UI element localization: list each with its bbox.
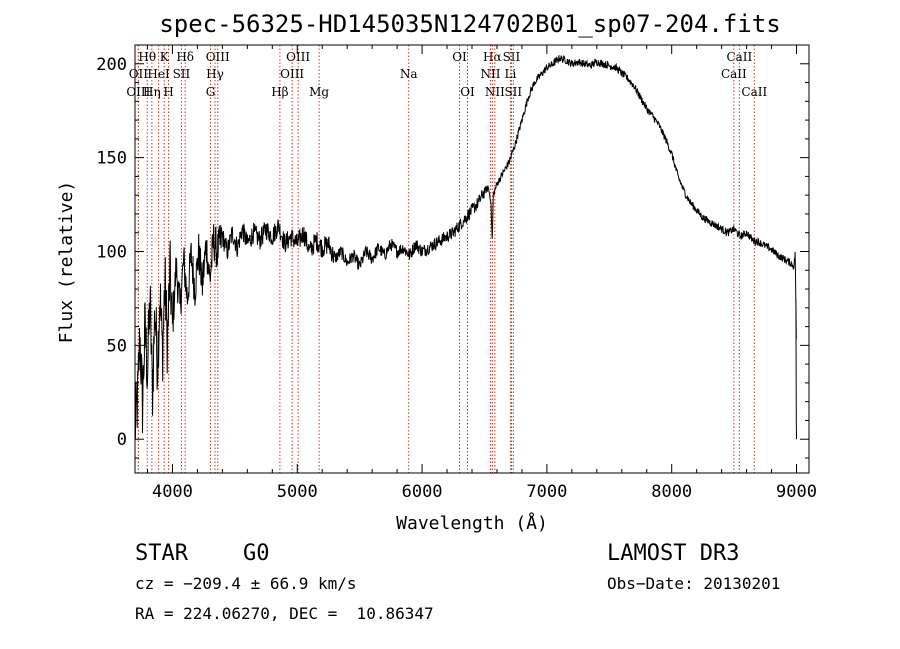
x-axis: 4000 5000 6000 7000 8000 9000 (146, 45, 817, 502)
line-marker-label: Hγ (206, 67, 224, 81)
x-tick-label: 5000 (277, 482, 318, 502)
x-tick-label: 6000 (402, 482, 443, 502)
line-marker-label: NII (485, 85, 505, 99)
y-axis: 0 50 100 150 200 (96, 55, 809, 459)
object-class: STAR (135, 541, 189, 566)
flux-series-line (134, 55, 797, 440)
y-tick-label: 200 (96, 55, 127, 75)
line-marker-label: OIII (286, 50, 310, 64)
line-marker-label: Hθ (138, 50, 156, 64)
x-tick-label: 8000 (651, 482, 692, 502)
y-tick-label: 0 (117, 430, 127, 450)
line-marker-label: Hα (483, 50, 502, 64)
obs-date: Obs−Date: 20130201 (607, 574, 780, 593)
x-axis-label: Wavelength (Å) (396, 512, 548, 534)
line-marker-label: OIII (206, 50, 230, 64)
line-marker-label: SII (173, 67, 191, 81)
line-marker-label: CaII (741, 85, 767, 99)
line-marker-label: Li (505, 67, 517, 81)
line-marker-label: Hδ (176, 50, 194, 64)
line-marker-label: Na (400, 67, 418, 81)
line-marker-label: OIII (280, 67, 304, 81)
survey-name: LAMOST DR3 (607, 541, 739, 566)
y-axis-label: Flux (relative) (56, 181, 77, 344)
line-marker-label: HeI (147, 67, 170, 81)
object-subclass: G0 (243, 541, 270, 566)
line-marker-label: G (206, 85, 216, 99)
line-marker-label: Hη (143, 85, 161, 99)
redshift-cz: cz = −209.4 ± 66.9 km/s (135, 574, 357, 593)
line-marker-label: H (163, 85, 173, 99)
line-marker-label: NII (480, 67, 500, 81)
x-tick-label: 4000 (152, 482, 193, 502)
line-marker-label: SII (504, 85, 522, 99)
line-marker-label: CaII (726, 50, 752, 64)
line-marker-label: Hβ (271, 85, 288, 99)
y-tick-label: 150 (96, 149, 127, 169)
line-marker-label: OIII (126, 85, 150, 99)
line-marker-label: OI (452, 50, 467, 64)
chart-title: spec-56325-HD145035N124702B01_sp07-204.f… (159, 10, 780, 38)
line-marker-label: K (160, 50, 170, 64)
x-tick-label: 9000 (776, 482, 817, 502)
line-marker-label: Mg (309, 85, 329, 99)
plot-frame (134, 44, 810, 474)
plot-area (134, 55, 797, 440)
line-marker-label: OI (460, 85, 475, 99)
line-marker-label: SII (503, 50, 521, 64)
line-marker-label: CaII (721, 67, 747, 81)
y-tick-label: 100 (96, 242, 127, 262)
x-tick-label: 7000 (526, 482, 567, 502)
y-tick-label: 50 (107, 336, 127, 356)
ra-dec: RA = 224.06270, DEC = 10.86347 (135, 604, 434, 623)
